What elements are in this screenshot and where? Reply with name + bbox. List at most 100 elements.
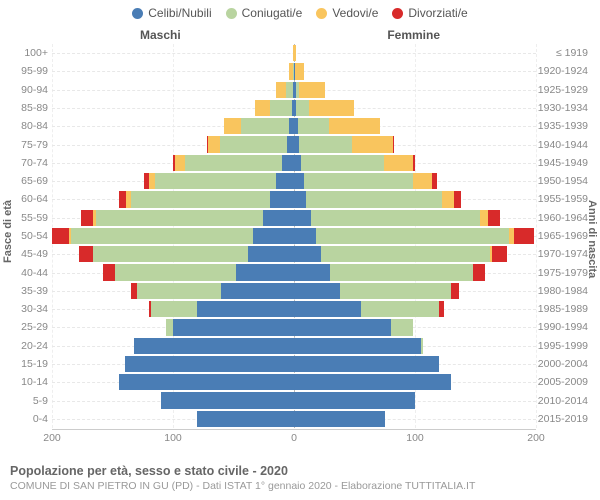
bar-segment <box>197 411 294 427</box>
bar-segment <box>309 100 355 116</box>
x-axis: 2001000100200 <box>52 429 536 430</box>
bar-segment <box>79 246 94 262</box>
birth-band-label: 1920-1924 <box>538 65 588 77</box>
bar-segment <box>270 191 294 207</box>
female-bar <box>294 100 354 116</box>
birth-band-label: 1930-1934 <box>538 102 588 114</box>
age-row <box>52 300 536 318</box>
birth-band-label: 1985-1989 <box>538 303 588 315</box>
bar-segment <box>255 100 270 116</box>
plot-area: 2001000100200 <box>52 44 536 428</box>
male-bar <box>207 136 294 152</box>
legend-item: Celibi/Nubili <box>132 6 211 20</box>
bar-segment <box>96 210 263 226</box>
age-row <box>52 99 536 117</box>
female-bar <box>294 45 296 61</box>
bar-segment <box>241 118 289 134</box>
legend-item: Vedovi/e <box>316 6 378 20</box>
bar-segment <box>299 82 326 98</box>
age-row <box>52 209 536 227</box>
bar-segment <box>220 136 287 152</box>
legend-label: Divorziati/e <box>408 6 467 20</box>
birth-band-label: ≤ 1919 <box>556 47 588 59</box>
birth-band-label: 1975-1979 <box>538 267 588 279</box>
age-row <box>52 373 536 391</box>
male-bar <box>52 228 294 244</box>
female-bar <box>294 155 415 171</box>
birth-band-label: 2000-2004 <box>538 358 588 370</box>
bar-segment <box>236 264 294 280</box>
female-bar <box>294 82 325 98</box>
bar-segment <box>306 191 442 207</box>
male-bar <box>166 319 294 335</box>
bar-segment <box>294 319 391 335</box>
bar-segment <box>287 136 294 152</box>
bar-segment <box>432 173 437 189</box>
age-row <box>52 172 536 190</box>
bar-segment <box>298 118 329 134</box>
x-tick-label: 100 <box>406 432 424 444</box>
female-bar <box>294 301 444 317</box>
age-row <box>52 190 536 208</box>
bar-segment <box>151 301 197 317</box>
birth-band-label: 1970-1974 <box>538 248 588 260</box>
birth-band-label: 1940-1944 <box>538 139 588 151</box>
x-tick-label: 0 <box>291 432 297 444</box>
bar-segment <box>294 283 340 299</box>
age-row <box>52 117 536 135</box>
bar-segment <box>197 301 294 317</box>
bar-segment <box>248 246 294 262</box>
male-bar <box>197 411 294 427</box>
bar-segment <box>514 228 533 244</box>
population-pyramid-chart: Celibi/NubiliConiugati/eVedovi/eDivorzia… <box>0 0 600 500</box>
birth-band-label: 2005-2009 <box>538 376 588 388</box>
x-tick-label: 100 <box>164 432 182 444</box>
legend-label: Celibi/Nubili <box>148 6 211 20</box>
male-bar <box>224 118 294 134</box>
age-row <box>52 263 536 281</box>
birth-band-label: 1980-1984 <box>538 285 588 297</box>
bar-segment <box>393 136 394 152</box>
age-band-label: 95-99 <box>14 65 48 77</box>
bar-segment <box>52 228 69 244</box>
bar-segment <box>282 155 294 171</box>
female-bar <box>294 374 451 390</box>
bar-segment <box>492 246 507 262</box>
female-bar <box>294 63 304 79</box>
birth-band-label: 1990-1994 <box>538 321 588 333</box>
age-row <box>52 282 536 300</box>
female-bar <box>294 319 413 335</box>
birth-band-label: 1945-1949 <box>538 157 588 169</box>
legend-label: Vedovi/e <box>332 6 378 20</box>
male-bar <box>103 264 294 280</box>
bar-segment <box>321 246 490 262</box>
bar-segment <box>439 301 444 317</box>
age-row <box>52 245 536 263</box>
bar-segment <box>294 301 361 317</box>
bar-segment <box>454 191 461 207</box>
male-bar <box>79 246 294 262</box>
bar-segment <box>103 264 115 280</box>
female-bar <box>294 283 459 299</box>
male-bar <box>125 356 294 372</box>
female-bar <box>294 411 385 427</box>
bar-segment <box>161 392 294 408</box>
bar-segment <box>294 228 316 244</box>
bar-segment <box>488 210 500 226</box>
bar-segment <box>384 155 413 171</box>
bar-segment <box>131 191 270 207</box>
female-bar <box>294 191 461 207</box>
bar-segment <box>119 374 294 390</box>
age-band-label: 70-74 <box>14 157 48 169</box>
x-tick-label: 200 <box>43 432 61 444</box>
female-bar <box>294 338 423 354</box>
birth-band-label: 2010-2014 <box>538 395 588 407</box>
age-band-label: 0-4 <box>14 413 48 425</box>
birth-band-label: 1935-1939 <box>538 120 588 132</box>
male-bar <box>255 100 294 116</box>
bar-segment <box>175 155 185 171</box>
male-bar <box>119 191 294 207</box>
legend-swatch <box>316 8 327 19</box>
bar-segment <box>442 191 454 207</box>
bar-segment <box>480 210 487 226</box>
